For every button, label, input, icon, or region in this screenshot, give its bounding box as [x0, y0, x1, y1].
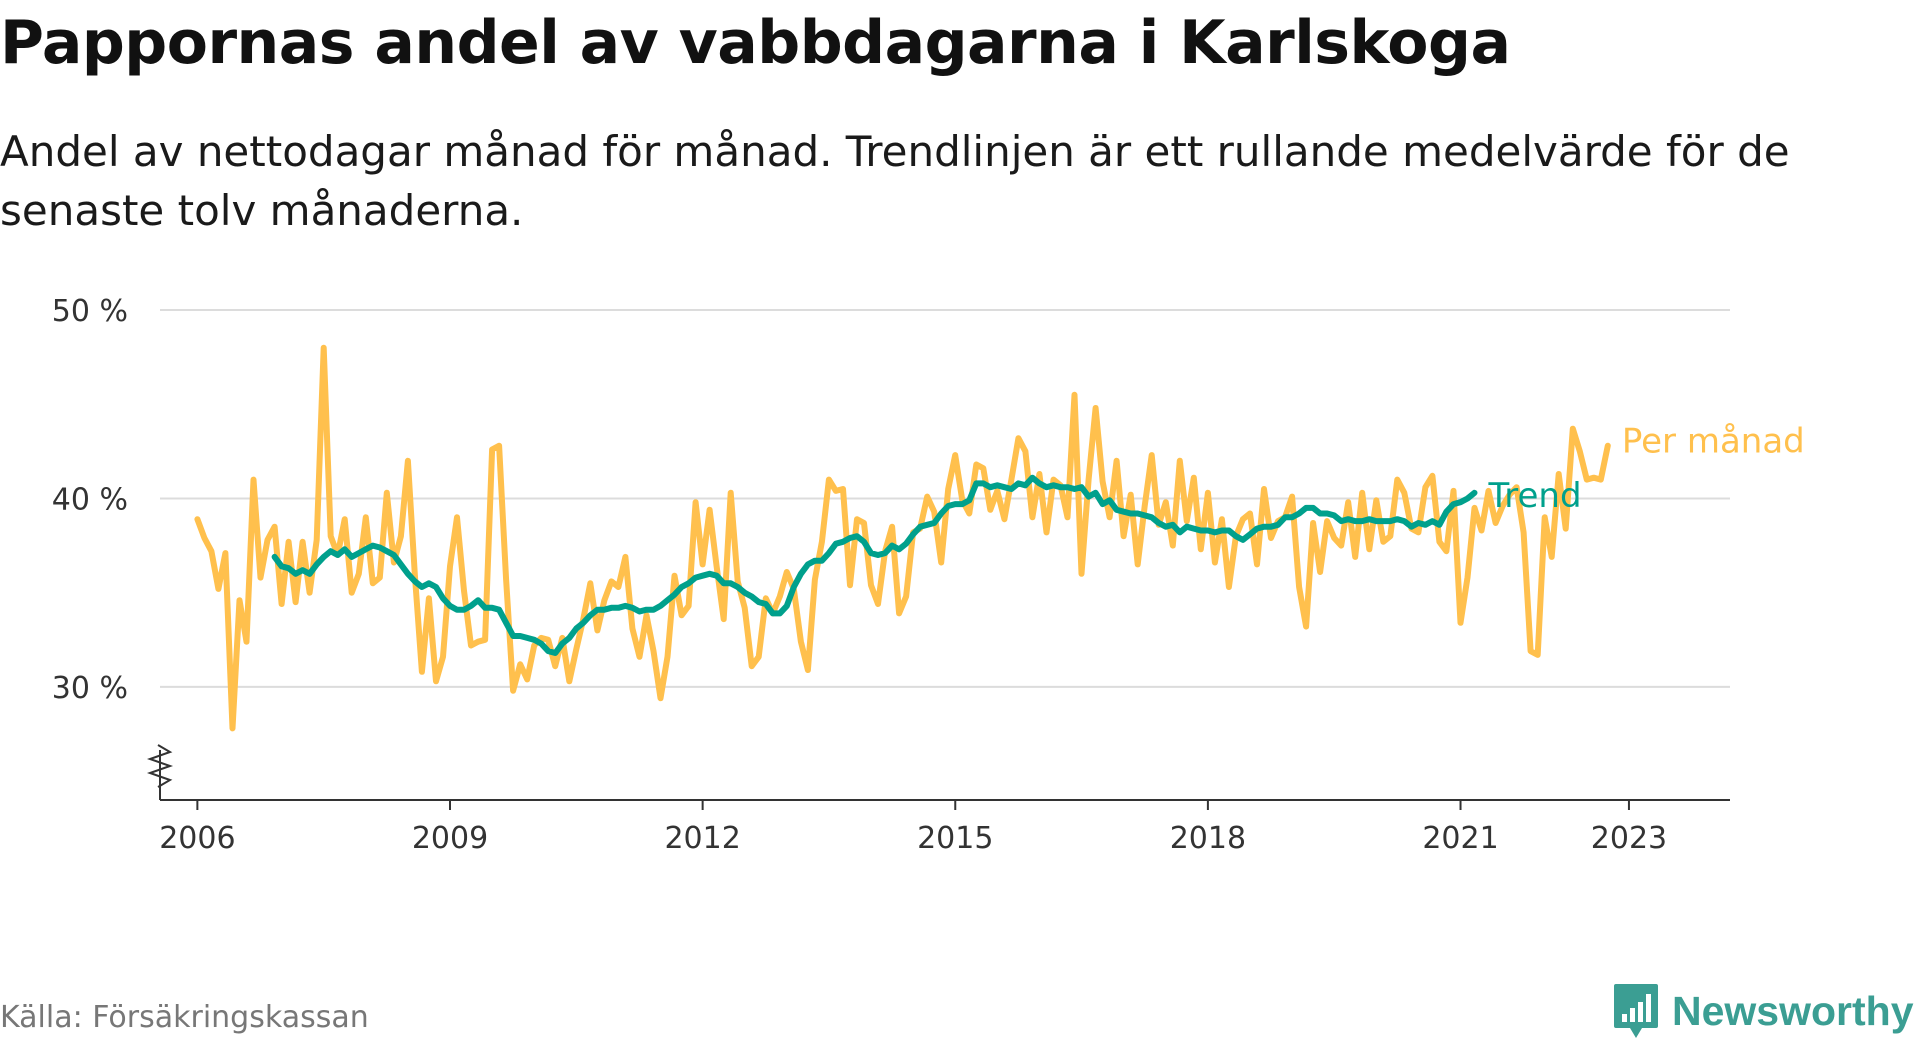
x-tick-label: 2012: [664, 821, 740, 856]
x-tick-label: 2015: [917, 821, 993, 856]
bar-chart-speech-bubble-icon: [1614, 984, 1658, 1038]
x-tick-label: 2023: [1591, 821, 1667, 856]
x-tick-label: 2009: [412, 821, 488, 856]
x-axis-ticks: 2006 2009 2012 2015 2018 2021 2023: [159, 800, 1667, 856]
series-lines: [194, 344, 1611, 732]
x-tick-label: 2006: [159, 821, 235, 856]
series-line-per-manad: [194, 344, 1611, 732]
brand-logo: Newsworthy: [1612, 982, 1914, 1040]
y-tick-label: 40 %: [52, 482, 128, 517]
y-tick-label: 50 %: [52, 294, 128, 329]
x-tick-label: 2021: [1422, 821, 1498, 856]
axes: [146, 744, 1730, 801]
y-axis-tick-labels: 30 % 40 % 50 %: [52, 294, 128, 706]
chart-subtitle: Andel av nettodagar månad för månad. Tre…: [0, 127, 1790, 235]
series-labels: Per månad Trend: [1488, 422, 1805, 516]
y-tick-label: 30 %: [52, 671, 128, 706]
chart-title: Pappornas andel av vabbdagarna i Karlsko…: [0, 8, 1511, 78]
x-tick-label: 2018: [1170, 821, 1246, 856]
brand-name: Newsworthy: [1672, 987, 1914, 1034]
series-label-trend: Trend: [1488, 476, 1582, 516]
axis-break-icon: [146, 744, 174, 788]
source-note: Källa: Försäkringskassan: [0, 1000, 369, 1035]
series-line-trend: [271, 474, 1478, 656]
series-label-per-manad: Per månad: [1622, 422, 1805, 462]
